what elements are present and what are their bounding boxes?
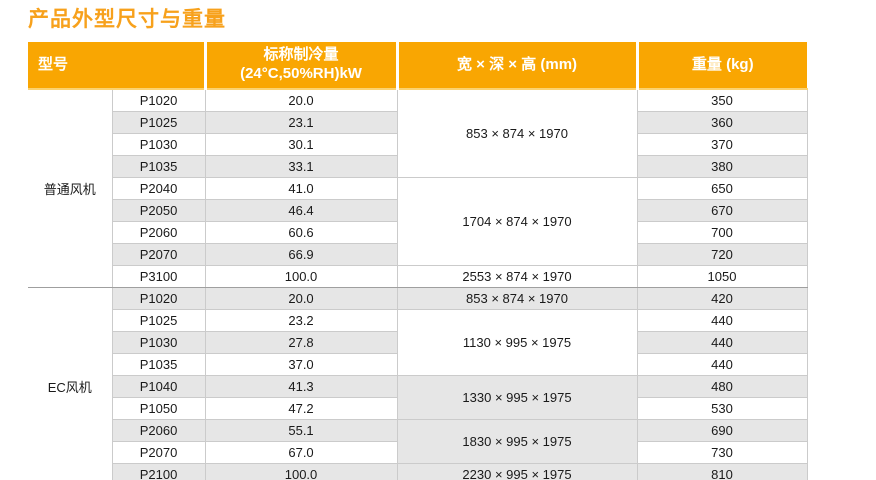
- table-row: P3100 100.0 2553 × 874 × 1970 1050: [28, 265, 808, 288]
- capacity-cell: 100.0: [204, 463, 398, 480]
- weight-cell: 730: [636, 441, 808, 464]
- weight-cell: 440: [636, 353, 808, 376]
- header-capacity-line2: (24°C,50%RH)kW: [240, 65, 362, 82]
- model-cell: P1025: [111, 309, 206, 332]
- spec-table: 型号 标称制冷量 (24°C,50%RH)kW 宽 × 深 × 高 (mm) 重…: [28, 42, 808, 480]
- model-cell: P3100: [111, 265, 206, 288]
- model-cell: P1025: [111, 111, 206, 134]
- capacity-cell: 33.1: [204, 155, 398, 178]
- model-cell: P2060: [111, 419, 206, 442]
- weight-cell: 380: [636, 155, 808, 178]
- table-row: P1025 23.2 1130 × 995 × 1975 440: [28, 309, 808, 376]
- weight-cell: 440: [636, 331, 808, 354]
- capacity-cell: 47.2: [204, 397, 398, 420]
- table-row: P2070 66.9 720: [28, 243, 808, 266]
- model-cell: P1050: [111, 397, 206, 420]
- model-cell: P1020: [111, 287, 206, 310]
- table-row: EC风机 P1020 20.0 853 × 874 × 1970 420: [28, 287, 808, 480]
- capacity-cell: 67.0: [204, 441, 398, 464]
- dimensions-cell: 1704 × 874 × 1970: [396, 177, 638, 266]
- capacity-cell: 37.0: [204, 353, 398, 376]
- table-row: P1050 47.2 530: [28, 397, 808, 420]
- table-row: P2070 67.0 730: [28, 441, 808, 464]
- capacity-cell: 100.0: [204, 265, 398, 288]
- weight-cell: 350: [636, 88, 808, 112]
- table-row: P2040 41.0 1704 × 874 × 1970 650: [28, 177, 808, 266]
- page-title: 产品外型尺寸与重量: [28, 8, 226, 31]
- header-model: 型号: [28, 42, 206, 90]
- header-capacity-line1: 标称制冷量: [263, 46, 339, 64]
- model-cell: P2070: [111, 441, 206, 464]
- capacity-cell: 30.1: [204, 133, 398, 156]
- dimensions-cell: 1330 × 995 × 1975: [396, 375, 638, 420]
- weight-cell: 420: [636, 287, 808, 310]
- model-cell: P1035: [111, 155, 206, 178]
- capacity-cell: 66.9: [204, 243, 398, 266]
- weight-cell: 720: [636, 243, 808, 266]
- weight-cell: 440: [636, 309, 808, 332]
- dimensions-cell: 1830 × 995 × 1975: [396, 419, 638, 464]
- model-cell: P1030: [111, 133, 206, 156]
- capacity-cell: 55.1: [204, 419, 398, 442]
- header-capacity: 标称制冷量 (24°C,50%RH)kW: [203, 42, 398, 90]
- dimensions-cell: 853 × 874 × 1970: [396, 287, 638, 310]
- model-cell: P1040: [111, 375, 206, 398]
- dimensions-cell: 2230 × 995 × 1975: [396, 463, 638, 480]
- dimensions-cell: 853 × 874 × 1970: [396, 88, 638, 178]
- table-row: P1040 41.3 1330 × 995 × 1975 480: [28, 375, 808, 420]
- weight-cell: 480: [636, 375, 808, 398]
- model-cell: P1035: [111, 353, 206, 376]
- weight-cell: 360: [636, 111, 808, 134]
- weight-cell: 1050: [636, 265, 808, 288]
- capacity-cell: 23.2: [204, 309, 398, 332]
- weight-cell: 670: [636, 199, 808, 222]
- weight-cell: 690: [636, 419, 808, 442]
- weight-cell: 370: [636, 133, 808, 156]
- dimensions-cell: 2553 × 874 × 1970: [396, 265, 638, 288]
- table-row: P2050 46.4 670: [28, 199, 808, 222]
- header-weight: 重量 (kg): [635, 42, 808, 90]
- table-row: 普通风机 P1020 20.0 853 × 874 × 1970 350: [28, 88, 808, 288]
- model-cell: P1030: [111, 331, 206, 354]
- weight-cell: 530: [636, 397, 808, 420]
- table-row: P2060 60.6 700: [28, 221, 808, 244]
- table-row: P1035 37.0 440: [28, 353, 808, 376]
- group-label: 普通风机: [28, 89, 112, 288]
- capacity-cell: 20.0: [204, 88, 398, 112]
- weight-cell: 810: [636, 463, 808, 480]
- capacity-cell: 60.6: [204, 221, 398, 244]
- table-row: P1025 23.1 360: [28, 111, 808, 134]
- header-dimensions: 宽 × 深 × 高 (mm): [395, 42, 638, 90]
- model-cell: P2100: [111, 463, 206, 480]
- model-cell: P2060: [111, 221, 206, 244]
- dimensions-cell: 1130 × 995 × 1975: [396, 309, 638, 376]
- table-row: P2100 100.0 2230 × 995 × 1975 810: [28, 463, 808, 480]
- table-header: 型号 标称制冷量 (24°C,50%RH)kW 宽 × 深 × 高 (mm) 重…: [28, 42, 808, 90]
- model-cell: P2070: [111, 243, 206, 266]
- capacity-cell: 23.1: [204, 111, 398, 134]
- weight-cell: 650: [636, 177, 808, 200]
- model-cell: P2040: [111, 177, 206, 200]
- header-row: 型号 标称制冷量 (24°C,50%RH)kW 宽 × 深 × 高 (mm) 重…: [28, 42, 808, 90]
- group-label: EC风机: [28, 287, 112, 480]
- capacity-cell: 27.8: [204, 331, 398, 354]
- weight-cell: 700: [636, 221, 808, 244]
- table-row: P2060 55.1 1830 × 995 × 1975 690: [28, 419, 808, 464]
- capacity-cell: 20.0: [204, 287, 398, 310]
- model-cell: P1020: [111, 88, 206, 112]
- capacity-cell: 41.0: [204, 177, 398, 200]
- capacity-cell: 46.4: [204, 199, 398, 222]
- capacity-cell: 41.3: [204, 375, 398, 398]
- model-cell: P2050: [111, 199, 206, 222]
- table-row: P1030 30.1 370: [28, 133, 808, 156]
